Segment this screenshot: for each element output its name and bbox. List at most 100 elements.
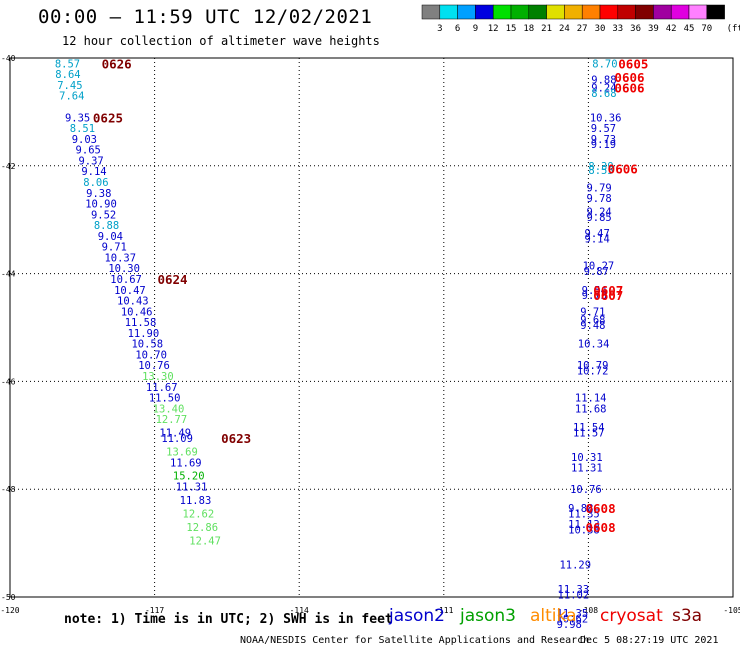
colorbar-label: 70 [701,24,712,34]
swh-value: 9.87 [584,266,609,278]
colorbar-swatch [706,4,725,20]
lat-tick-label: -44 [1,270,16,279]
page-subtitle: 12 hour collection of altimeter wave hei… [62,34,380,48]
swh-value: 8.57 [55,58,80,70]
swh-value: 12.62 [183,508,215,520]
swh-value: 11.69 [170,457,202,469]
colorbar-label: 15 [506,24,517,34]
timestamp-text: Dec 5 08:27:19 UTC 2021 [580,635,719,646]
colorbar-unit: (ft) [727,24,740,34]
colorbar-label: 36 [630,24,641,34]
time-label: 0608 [586,520,616,535]
swh-value: 11.02 [558,589,590,601]
colorbar-label: 39 [648,24,659,34]
swh-value: 9.88 [591,75,616,87]
swh-value: 9.73 [591,134,616,146]
time-label: 0605 [618,56,648,71]
lon-tick-label: -114 [290,606,309,615]
swh-value: 11.29 [559,560,591,572]
swh-value: 13.40 [153,403,185,415]
swh-value: 12.47 [189,535,221,547]
lon-tick-label: -111 [434,606,453,615]
swh-value: 8.51 [70,123,95,135]
map-frame [9,57,734,598]
colorbar-swatch [670,4,690,20]
time-label: 0606 [608,161,638,176]
colorbar-swatch [421,4,441,20]
swh-value: 11.50 [149,393,181,405]
swh-value: 10.30 [108,263,140,275]
swh-value: 13.30 [142,371,174,383]
colorbar-label: 33 [612,24,623,34]
colorbar-swatch [528,4,547,20]
swh-value: 10.47 [114,285,146,297]
swh-value: 10.43 [117,296,149,308]
swh-value: 10.90 [85,199,117,211]
swh-value: 9.24 [586,207,611,219]
swh-value: 11.83 [180,495,212,507]
colorbar-swatch [688,4,708,20]
colorbar-label: 9 [473,24,478,34]
swh-value: 10.76 [138,360,170,372]
swh-value: 9.79 [586,182,611,194]
swh-value: 10.37 [104,252,136,264]
colorbar-label: 24 [559,24,570,34]
swh-value: 10.27 [583,261,615,273]
swh-value: 9.48 [580,320,605,332]
swh-value: 10.38 [568,525,600,537]
swh-value: 10.70 [135,349,167,361]
swh-value: 15.20 [173,471,205,483]
swh-value: 11.68 [575,403,607,415]
swh-value: 9.35 [65,112,90,124]
lat-tick-label: -50 [1,593,16,602]
swh-value: 12.77 [156,414,188,426]
colorbar-swatch [457,4,476,20]
swh-value: 8.64 [55,69,80,81]
swh-value: 11.35 [568,508,600,520]
swh-value: 9.68 [580,314,605,326]
swh-value: 9.88 [568,503,593,515]
swh-value: 11.58 [125,317,157,329]
time-label: 0607 [593,288,623,303]
swh-value: 9.14 [81,166,106,178]
colorbar-swatch [599,4,619,20]
legend-jason2: jason2 [389,606,445,626]
swh-value: 9.37 [78,155,103,167]
swh-value: 9.14 [585,234,610,246]
swh-value: 8.06 [83,177,108,189]
colorbar-swatch [439,4,458,20]
swh-value: 10.72 [577,366,609,378]
lon-tick-label: -117 [145,606,164,615]
time-label: 0606 [614,81,644,96]
swh-value: 10.76 [570,484,602,496]
time-label: 0624 [157,272,187,287]
time-label: 0626 [102,56,132,71]
swh-value: 9.52 [91,209,116,221]
swh-value: 10.46 [121,306,153,318]
swh-value: 10.31 [571,452,603,464]
swh-value: 10.62 [557,614,589,626]
swh-value: 9.78 [586,193,611,205]
lat-tick-label: -46 [1,377,16,386]
colorbar-swatch [546,4,565,20]
colorbar-swatch [510,4,530,20]
swh-value: 9.03 [72,134,97,146]
time-label: 0608 [586,501,616,516]
swh-value: 9.65 [76,145,101,157]
swh-value: 8.88 [94,220,119,232]
swh-value: 11.31 [571,463,603,475]
swh-value: 10.58 [131,339,163,351]
colorbar-swatch [492,4,512,20]
swh-value: 10.79 [577,360,609,372]
credit-text: NOAA/NESDIS Center for Satellite Applica… [240,635,590,646]
colorbar-swatch [564,4,583,20]
swh-value: 11.13 [568,519,600,531]
colorbar-label: 3 [437,24,442,34]
swh-value: 9.19 [591,139,616,151]
swh-value: 9.04 [98,231,123,243]
swh-value: 11.31 [176,482,208,494]
colorbar-label: 12 [488,24,499,34]
swh-value: 11.54 [573,422,605,434]
swh-value: 10.67 [110,274,142,286]
swh-value: 8.55 [588,165,613,177]
